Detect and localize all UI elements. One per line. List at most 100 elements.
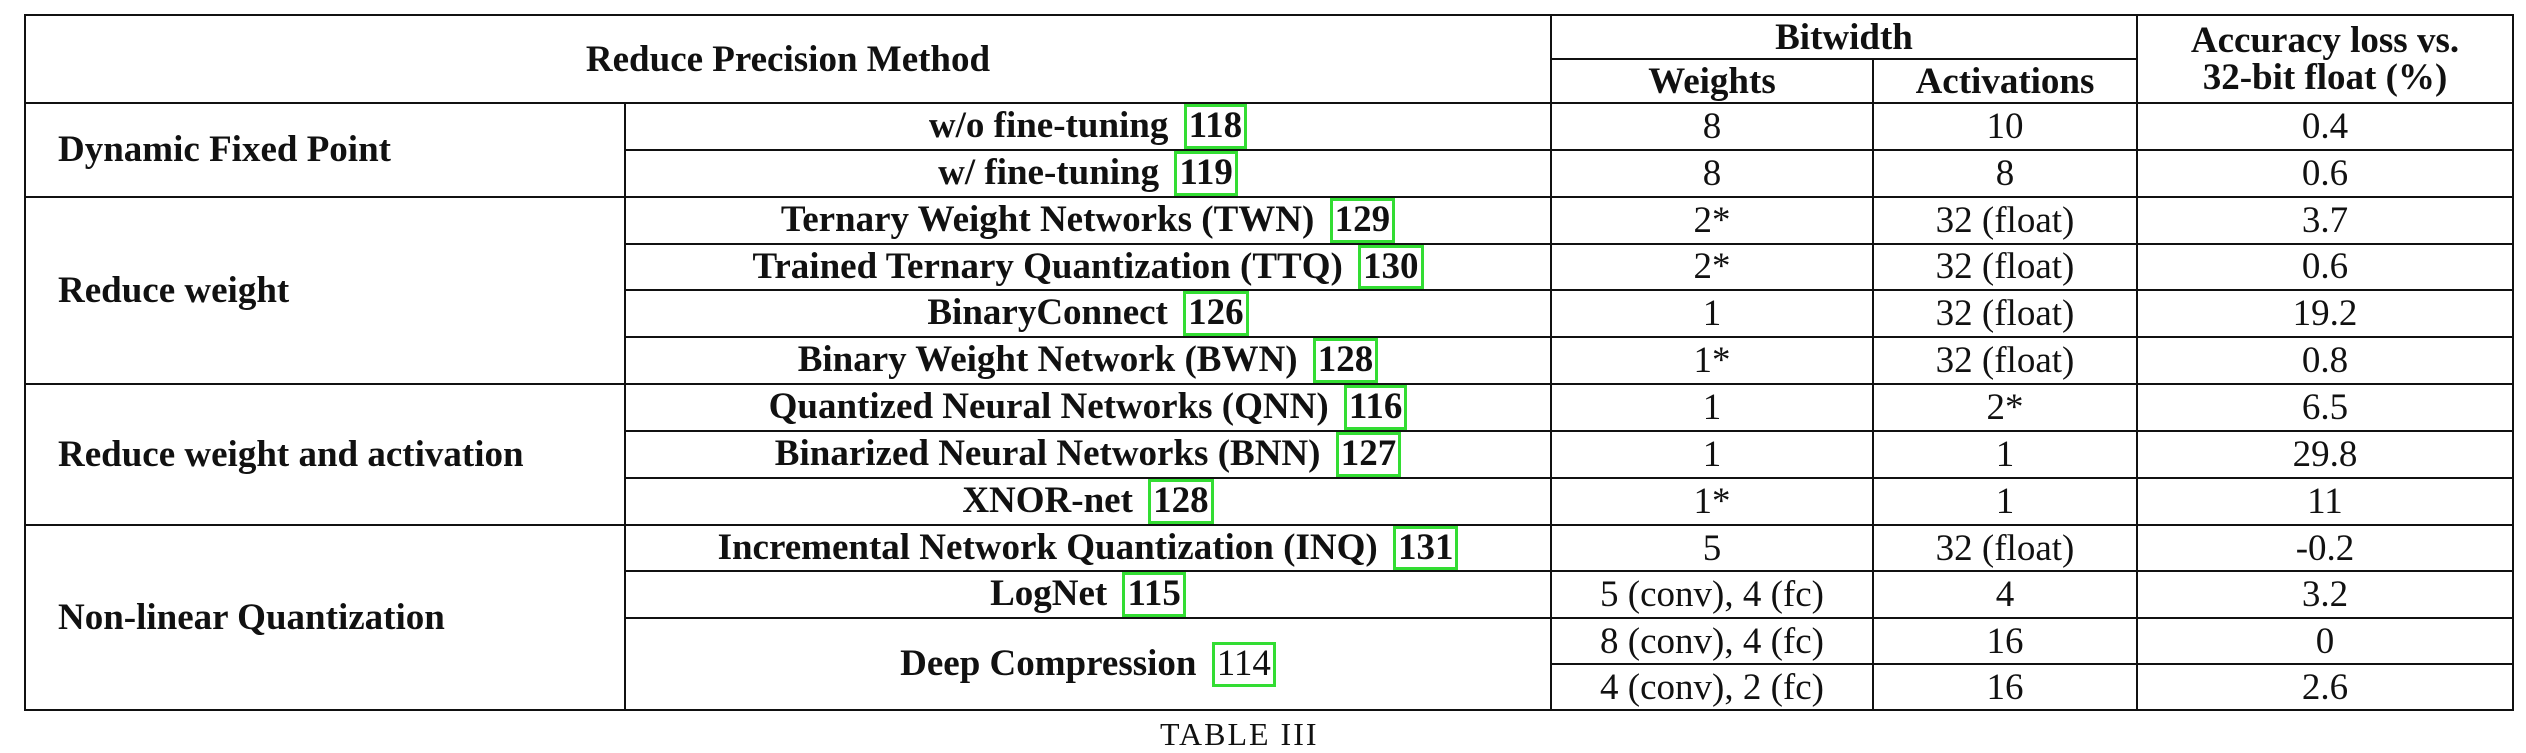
citation-link[interactable]: 119	[1174, 151, 1238, 195]
table-row: Trained Ternary Quantization (TTQ) 130 2…	[25, 242, 2514, 292]
activations-cell: 8	[1872, 148, 2138, 198]
method-name: Quantized Neural Networks (QNN)	[768, 386, 1329, 428]
table-row: Non-linear Quantization Incremental Netw…	[24, 523, 2514, 712]
loss-cell: 2.6	[2136, 663, 2514, 712]
activations-cell: 16	[1872, 663, 2138, 712]
citation-link[interactable]: 114	[1211, 641, 1276, 687]
method-name: Trained Ternary Quantization (TTQ)	[752, 245, 1343, 287]
activations-cell: 1	[1872, 476, 2138, 526]
loss-cell: 3.2	[2136, 570, 2514, 620]
citation-link[interactable]: 126	[1183, 292, 1249, 336]
table-caption: TABLE III	[1160, 716, 1319, 752]
citation-link[interactable]: 128	[1312, 339, 1379, 383]
method-name: BinaryConnect	[927, 292, 1168, 334]
header-accuracy: Accuracy loss vs. 32-bit float (%)	[2136, 14, 2514, 104]
weights-cell: 1*	[1550, 476, 1874, 526]
method-cell: Ternary Weight Networks (TWN) 129	[624, 195, 1552, 245]
method-cell: Binarized Neural Networks (BNN) 127	[624, 429, 1552, 479]
method-name: Ternary Weight Networks (TWN)	[780, 198, 1315, 240]
citation-link[interactable]: 116	[1343, 386, 1408, 429]
citation-link[interactable]: 118	[1183, 104, 1248, 148]
weights-cell: 1*	[1550, 336, 1874, 386]
method-cell: Incremental Network Quantization (INQ) 1…	[624, 523, 1552, 573]
header-weights: Weights	[1550, 58, 1874, 104]
weights-cell: 8	[1550, 102, 1874, 151]
table-row: Reduce weight Ternary Weight Networks (T…	[24, 195, 2514, 386]
method-cell: LogNet 115	[624, 570, 1552, 620]
method-cell: Trained Ternary Quantization (TTQ) 130	[624, 242, 1552, 292]
method-cell: Quantized Neural Networks (QNN) 116	[624, 383, 1552, 432]
group-dynamic-fixed-point: Dynamic Fixed Point	[24, 102, 626, 198]
method-cell: Deep Compression 114	[624, 617, 1552, 712]
weights-cell: 5 (conv), 4 (fc)	[1550, 570, 1874, 620]
header-accuracy-line1: Accuracy loss vs.	[2190, 20, 2460, 61]
table-row: Dynamic Fixed Point w/o fine-tuning 118 …	[24, 102, 2514, 198]
weights-cell: 2*	[1550, 195, 1874, 245]
activations-cell: 16	[1872, 617, 2138, 666]
activations-cell: 2*	[1872, 383, 2138, 432]
method-cell: BinaryConnect 126	[624, 289, 1552, 339]
activations-cell: 1	[1872, 429, 2138, 479]
weights-cell: 8 (conv), 4 (fc)	[1550, 617, 1874, 666]
activations-cell: 32 (float)	[1872, 242, 2138, 292]
loss-cell: 19.2	[2136, 289, 2514, 339]
table-row: XNOR-net 128 1* 1 11	[25, 476, 2514, 526]
loss-cell: 11	[2136, 476, 2514, 526]
precision-table: Reduce Precision Method Bitwidth Accurac…	[24, 14, 2514, 712]
citation-link[interactable]: 127	[1335, 432, 1402, 476]
table-row: BinaryConnect 126 1 32 (float) 19.2	[25, 289, 2514, 339]
loss-cell: 0.8	[2136, 336, 2514, 386]
table-row: Reduce weight and activation Quantized N…	[24, 383, 2514, 526]
table-row: LogNet 115 5 (conv), 4 (fc) 4 3.2	[25, 570, 2514, 620]
loss-cell: 0.6	[2136, 148, 2514, 198]
citation-link[interactable]: 130	[1358, 245, 1424, 289]
group-reduce-weight-and-activation: Reduce weight and activation	[24, 383, 626, 526]
table-row: 4 (conv), 2 (fc) 16 2.6	[25, 663, 2514, 712]
activations-cell: 32 (float)	[1872, 336, 2138, 386]
weights-cell: 1	[1550, 429, 1874, 479]
weights-cell: 2*	[1550, 242, 1874, 292]
method-name: Binary Weight Network (BWN)	[797, 339, 1298, 381]
table-row: Binary Weight Network (BWN) 128 1* 32 (f…	[25, 336, 2514, 386]
method-name: w/ fine-tuning	[938, 151, 1160, 193]
header-bitwidth: Bitwidth	[1550, 14, 2138, 60]
header-method: Reduce Precision Method	[24, 14, 1552, 104]
activations-cell: 10	[1872, 102, 2138, 151]
method-name: w/o fine-tuning	[928, 105, 1169, 146]
weights-cell: 1	[1550, 289, 1874, 339]
loss-cell: 6.5	[2136, 383, 2514, 432]
table-row: Binarized Neural Networks (BNN) 127 1 1 …	[25, 429, 2514, 479]
citation-link[interactable]: 129	[1329, 198, 1396, 242]
activations-cell: 32 (float)	[1872, 289, 2138, 339]
method-cell: XNOR-net 128	[624, 476, 1552, 526]
method-name: Binarized Neural Networks (BNN)	[774, 432, 1321, 474]
activations-cell: 32 (float)	[1872, 523, 2138, 573]
method-cell: w/o fine-tuning 118	[624, 102, 1552, 151]
group-reduce-weight: Reduce weight	[24, 195, 626, 386]
citation-link[interactable]: 115	[1122, 573, 1186, 617]
table-row: Deep Compression 114 8 (conv), 4 (fc) 16…	[25, 617, 2514, 712]
loss-cell: 3.7	[2136, 195, 2514, 245]
loss-cell: 29.8	[2136, 429, 2514, 479]
activations-cell: 32 (float)	[1872, 195, 2138, 245]
citation-link[interactable]: 131	[1392, 526, 1459, 570]
citation-link[interactable]: 128	[1148, 479, 1214, 523]
loss-cell: 0.4	[2136, 102, 2514, 151]
loss-cell: 0.6	[2136, 242, 2514, 292]
method-cell: Binary Weight Network (BWN) 128	[624, 336, 1552, 386]
precision-table-container: Reduce Precision Method Bitwidth Accurac…	[24, 14, 2514, 712]
method-name: Incremental Network Quantization (INQ)	[717, 526, 1378, 568]
group-non-linear-quantization: Non-linear Quantization	[24, 523, 626, 712]
method-name: Deep Compression	[900, 642, 1197, 684]
weights-cell: 4 (conv), 2 (fc)	[1550, 663, 1874, 712]
method-cell: w/ fine-tuning 119	[624, 148, 1552, 198]
weights-cell: 1	[1550, 383, 1874, 432]
header-activations: Activations	[1872, 58, 2138, 104]
weights-cell: 8	[1550, 148, 1874, 198]
loss-cell: 0	[2136, 617, 2514, 666]
activations-cell: 4	[1872, 570, 2138, 620]
header-accuracy-line2: 32-bit float (%)	[2202, 57, 2448, 98]
loss-cell: -0.2	[2136, 523, 2514, 573]
weights-cell: 5	[1550, 523, 1874, 573]
method-name: XNOR-net	[962, 479, 1133, 521]
